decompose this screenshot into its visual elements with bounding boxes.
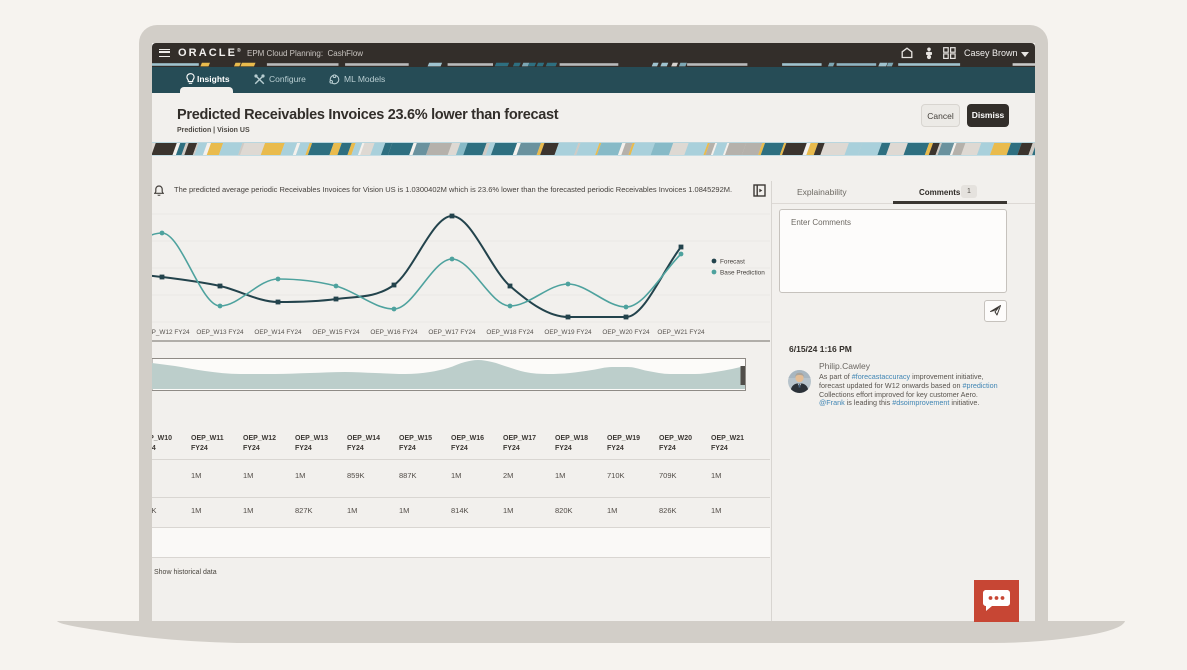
svg-text:OEP_W15 FY24: OEP_W15 FY24 xyxy=(312,329,360,336)
svg-text:OEP_W12 FY24: OEP_W12 FY24 xyxy=(152,329,190,336)
svg-text:OEP_W16 FY24: OEP_W16 FY24 xyxy=(370,329,418,336)
svg-text:OEP_W21 FY24: OEP_W21 FY24 xyxy=(657,329,705,336)
svg-text:OEP_W13 FY24: OEP_W13 FY24 xyxy=(196,329,244,336)
svg-text:OEP_W19 FY24: OEP_W19 FY24 xyxy=(544,329,592,336)
svg-text:Base Prediction: Base Prediction xyxy=(720,270,765,277)
svg-text:Forecast: Forecast xyxy=(720,259,745,266)
svg-text:OEP_W14 FY24: OEP_W14 FY24 xyxy=(254,329,302,336)
svg-text:OEP_W20 FY24: OEP_W20 FY24 xyxy=(602,329,650,336)
svg-text:OEP_W18 FY24: OEP_W18 FY24 xyxy=(486,329,534,336)
svg-text:OEP_W17 FY24: OEP_W17 FY24 xyxy=(428,329,476,336)
